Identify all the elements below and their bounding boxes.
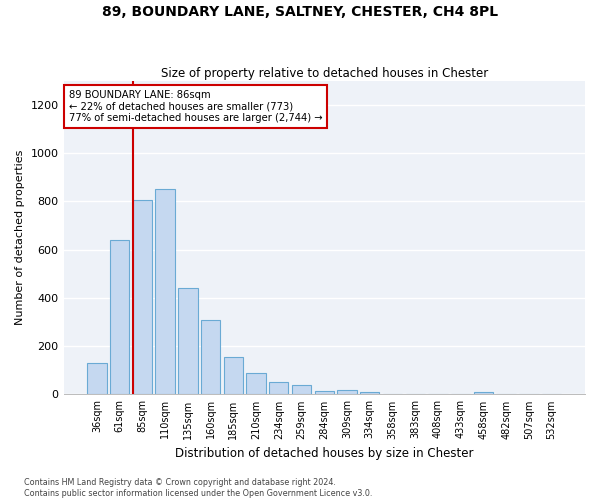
- X-axis label: Distribution of detached houses by size in Chester: Distribution of detached houses by size …: [175, 447, 473, 460]
- Bar: [269, 382, 289, 394]
- Bar: [247, 372, 266, 394]
- Bar: [474, 392, 493, 394]
- Bar: [155, 190, 175, 394]
- Title: Size of property relative to detached houses in Chester: Size of property relative to detached ho…: [161, 66, 488, 80]
- Bar: [178, 288, 197, 395]
- Y-axis label: Number of detached properties: Number of detached properties: [15, 150, 25, 325]
- Bar: [360, 392, 379, 394]
- Bar: [133, 200, 152, 394]
- Bar: [87, 363, 107, 394]
- Text: 89 BOUNDARY LANE: 86sqm
← 22% of detached houses are smaller (773)
77% of semi-d: 89 BOUNDARY LANE: 86sqm ← 22% of detache…: [69, 90, 322, 124]
- Bar: [292, 385, 311, 394]
- Text: 89, BOUNDARY LANE, SALTNEY, CHESTER, CH4 8PL: 89, BOUNDARY LANE, SALTNEY, CHESTER, CH4…: [102, 5, 498, 19]
- Bar: [201, 320, 220, 394]
- Bar: [110, 240, 130, 394]
- Bar: [224, 357, 243, 395]
- Bar: [314, 391, 334, 394]
- Text: Contains HM Land Registry data © Crown copyright and database right 2024.
Contai: Contains HM Land Registry data © Crown c…: [24, 478, 373, 498]
- Bar: [337, 390, 356, 394]
